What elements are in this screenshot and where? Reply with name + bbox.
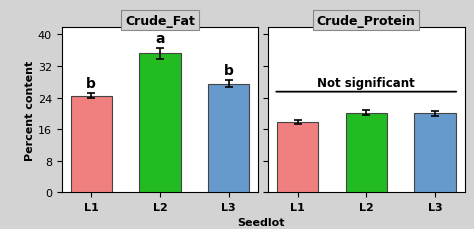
Title: Crude_Fat: Crude_Fat: [125, 14, 195, 27]
Text: b: b: [86, 77, 96, 91]
Bar: [71, 96, 112, 192]
Title: Crude_Protein: Crude_Protein: [317, 14, 416, 27]
Text: Not significant: Not significant: [318, 77, 415, 90]
Bar: [208, 85, 249, 192]
Text: Seedlot: Seedlot: [237, 217, 284, 227]
Bar: [346, 113, 387, 192]
Text: a: a: [155, 32, 164, 46]
Bar: [414, 114, 456, 192]
Y-axis label: Percent content: Percent content: [25, 60, 35, 160]
Bar: [139, 54, 181, 192]
Bar: [277, 123, 318, 192]
Text: b: b: [224, 64, 234, 78]
